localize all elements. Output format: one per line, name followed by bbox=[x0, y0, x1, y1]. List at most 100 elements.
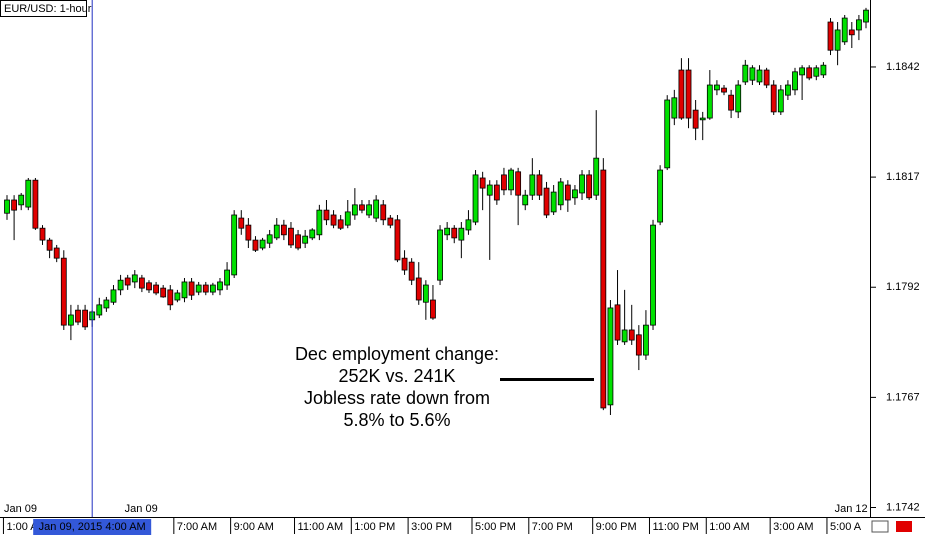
close-icon[interactable] bbox=[896, 521, 912, 532]
candle-body bbox=[749, 67, 756, 81]
candle-body bbox=[699, 117, 706, 121]
candle-body bbox=[834, 29, 841, 51]
candle-body bbox=[330, 214, 337, 226]
candle-body bbox=[401, 257, 408, 271]
candle-body bbox=[572, 189, 578, 199]
candle-body bbox=[863, 9, 869, 23]
candle-body bbox=[138, 277, 145, 289]
candle-body bbox=[806, 67, 813, 79]
chart-title: EUR/USD: 1-hour bbox=[4, 3, 92, 15]
candle-body bbox=[479, 177, 486, 189]
candle-body bbox=[621, 329, 628, 343]
crosshair-label: Jan 09, 2015 4:00 AM bbox=[39, 521, 146, 533]
candle-body bbox=[117, 279, 124, 291]
candle-body bbox=[735, 84, 742, 113]
candle-body bbox=[202, 284, 209, 293]
candle-body bbox=[124, 277, 131, 286]
x-tick-label: 11:00 PM bbox=[652, 521, 698, 533]
candle-body bbox=[564, 184, 571, 201]
x-tick-label: 11:00 AM bbox=[298, 521, 344, 533]
x-tick-label: 7:00 AM bbox=[177, 521, 217, 533]
candle-body bbox=[224, 269, 230, 286]
candle-body bbox=[309, 229, 316, 239]
candle-body bbox=[671, 97, 678, 119]
candle-body bbox=[579, 174, 585, 194]
candle-body bbox=[110, 289, 117, 303]
candle-body bbox=[451, 227, 458, 239]
candle-body bbox=[53, 247, 60, 259]
date-label: Jan 09 bbox=[4, 503, 37, 515]
candle-body bbox=[39, 227, 46, 241]
x-tick-label: 3:00 AM bbox=[773, 521, 813, 533]
x-tick-label: 3:00 PM bbox=[411, 521, 452, 533]
x-tick-label: 1:00 AM bbox=[709, 521, 749, 533]
candle-body bbox=[323, 209, 330, 221]
candle-body bbox=[635, 334, 642, 356]
candle-body bbox=[841, 17, 848, 43]
candle-body bbox=[359, 204, 365, 211]
candle-body bbox=[650, 224, 656, 326]
candle-body bbox=[430, 299, 436, 319]
candle-body bbox=[692, 109, 699, 129]
candle-body bbox=[657, 169, 664, 223]
candle-body bbox=[799, 67, 806, 76]
y-tick-label: 1.1767 bbox=[886, 391, 920, 403]
candle-body bbox=[529, 174, 536, 196]
candle-body bbox=[763, 69, 770, 86]
candle-body bbox=[813, 67, 820, 77]
candle-body bbox=[721, 87, 727, 93]
candle-body bbox=[557, 181, 564, 206]
candle-body bbox=[848, 29, 855, 36]
candle-body bbox=[351, 204, 358, 216]
candle-body bbox=[664, 99, 671, 169]
candle-body bbox=[486, 184, 493, 196]
candle-body bbox=[593, 157, 600, 196]
candle-body bbox=[295, 234, 301, 249]
candle-body bbox=[344, 211, 351, 226]
candle-body bbox=[337, 219, 344, 229]
candle-body bbox=[522, 194, 529, 206]
candle-body bbox=[508, 169, 514, 191]
candle-body bbox=[280, 224, 287, 236]
candle-body bbox=[856, 19, 862, 31]
candle-body bbox=[252, 239, 259, 251]
candle-body bbox=[408, 261, 415, 281]
candle-body bbox=[231, 214, 238, 276]
candle-body bbox=[792, 71, 798, 91]
candle-body bbox=[706, 84, 713, 119]
candle-body bbox=[550, 191, 557, 213]
candle-body bbox=[60, 257, 67, 326]
candle-body bbox=[493, 184, 500, 201]
candle-body bbox=[288, 227, 294, 246]
date-label: Jan 09 bbox=[125, 503, 158, 515]
candle-body bbox=[18, 194, 25, 206]
annotation-text: Jobless rate down from bbox=[304, 388, 490, 408]
x-tick-label: 9:00 AM bbox=[234, 521, 274, 533]
candle-body bbox=[153, 284, 159, 294]
candle-body bbox=[465, 219, 472, 231]
candle-body bbox=[245, 224, 252, 241]
candle-body bbox=[714, 84, 720, 91]
candle-body bbox=[96, 304, 103, 316]
candle-body bbox=[777, 89, 784, 113]
annotation-text: Dec employment change: bbox=[295, 344, 499, 364]
y-tick-label: 1.1792 bbox=[886, 281, 920, 293]
candle-body bbox=[188, 281, 195, 296]
x-tick-label: 9:00 PM bbox=[596, 521, 637, 533]
crosshair-label-box bbox=[33, 519, 152, 535]
candle-body bbox=[266, 234, 273, 244]
annotation-text: 5.8% to 5.6% bbox=[343, 410, 450, 430]
scroll-icon[interactable] bbox=[871, 520, 889, 533]
candle-body bbox=[444, 227, 451, 236]
x-tick-label: 5:00 PM bbox=[475, 521, 516, 533]
candle-body bbox=[4, 199, 10, 214]
candle-body bbox=[259, 239, 266, 249]
candle-body bbox=[160, 287, 167, 298]
candle-body bbox=[600, 169, 607, 409]
candle-body bbox=[373, 199, 380, 219]
candle-body bbox=[607, 307, 614, 406]
candle-body bbox=[756, 69, 763, 83]
candle-body bbox=[131, 274, 138, 283]
